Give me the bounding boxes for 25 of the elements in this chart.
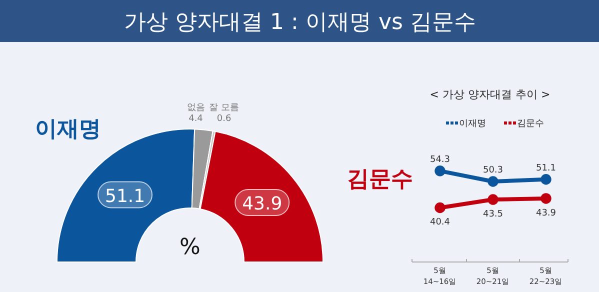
data-label: 43.5 — [482, 210, 504, 220]
chart-title: < 가상 양자대결 추이 > — [430, 88, 550, 101]
point — [540, 174, 552, 185]
slice-label: 이재명 — [35, 117, 101, 142]
data-label: 43.9 — [536, 208, 556, 218]
point — [434, 202, 446, 214]
slice-label: 없음 — [186, 103, 205, 113]
data-label: 51.1 — [105, 186, 146, 207]
data-label: 40.4 — [430, 218, 450, 228]
data-label: 0.6 — [216, 114, 232, 124]
point — [434, 166, 446, 176]
chart-title: 가상 양자대결 1 : 이재명 vs 김문수 — [124, 10, 476, 35]
data-label: 51.1 — [536, 163, 556, 174]
data-label: 54.3 — [430, 154, 450, 165]
legend-label: 김문수 — [517, 119, 544, 129]
slice-label: 잘 모름 — [209, 103, 240, 113]
text: % — [180, 235, 200, 260]
data-label: 50.3 — [482, 166, 504, 176]
data-label: 43.9 — [242, 194, 282, 215]
point — [488, 194, 498, 205]
legend-label: 이재명 — [459, 119, 486, 129]
slice-label: 김문수 — [347, 167, 413, 192]
data-label: 4.4 — [188, 114, 204, 124]
point — [488, 176, 498, 187]
point — [540, 193, 552, 204]
